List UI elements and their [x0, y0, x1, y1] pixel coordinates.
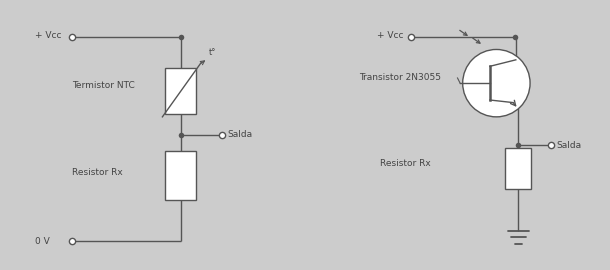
Text: Resistor Rx: Resistor Rx: [380, 159, 431, 168]
Text: + Vcc: + Vcc: [35, 31, 62, 40]
Bar: [165, 151, 196, 200]
Circle shape: [462, 49, 530, 117]
Bar: [506, 148, 531, 190]
Text: Termistor NTC: Termistor NTC: [72, 81, 134, 90]
Text: Salda: Salda: [556, 141, 581, 150]
Text: + Vcc: + Vcc: [377, 31, 404, 40]
Text: Resistor Rx: Resistor Rx: [72, 168, 123, 177]
Text: t°: t°: [209, 48, 217, 57]
Text: Salda: Salda: [227, 130, 253, 140]
Text: Transistor 2N3055: Transistor 2N3055: [359, 73, 441, 82]
Text: 0 V: 0 V: [35, 237, 50, 246]
Bar: [165, 68, 196, 114]
